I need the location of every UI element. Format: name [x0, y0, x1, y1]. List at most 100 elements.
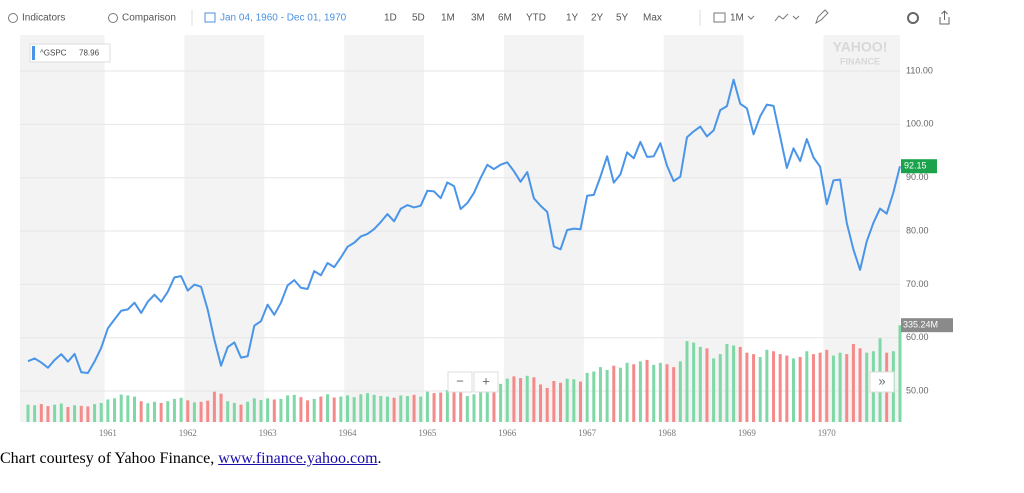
share-icon[interactable] [939, 10, 950, 25]
volume-tag [901, 318, 953, 333]
volume-bar [499, 383, 503, 422]
volume-bar [845, 354, 849, 422]
range-button[interactable]: 1D [384, 13, 397, 24]
y-tick-label: 50.00 [906, 385, 929, 395]
zoom-button[interactable]: + [482, 373, 490, 388]
chart: Indicators Comparison Jan 04, 1960 - Dec… [8, 9, 953, 438]
volume-bar [379, 396, 383, 422]
volume-bar [312, 398, 316, 422]
volume-bar [805, 351, 809, 422]
settings-icon[interactable] [907, 12, 919, 24]
volume-bar [632, 364, 636, 422]
volume-bar [652, 364, 656, 422]
volume-bar [346, 395, 350, 422]
draw-icon[interactable] [815, 9, 829, 25]
volume-bar [319, 396, 323, 422]
volume-bar [339, 396, 343, 422]
volume-bar [565, 378, 569, 422]
volume-bar [352, 397, 356, 422]
volume-bar [678, 361, 682, 422]
volume-bar [692, 342, 696, 422]
volume-bar [232, 402, 236, 422]
range-button[interactable]: 3M [471, 13, 485, 24]
interval-button[interactable]: 1M [730, 13, 744, 24]
range-button[interactable]: 1M [441, 13, 455, 24]
volume-bar [838, 352, 842, 422]
year-band [663, 35, 744, 422]
year-band [20, 35, 105, 422]
volume-bar [645, 359, 649, 422]
y-tick-label: 80.00 [906, 225, 929, 235]
range-button[interactable]: 5Y [616, 13, 629, 24]
volume-bar [532, 377, 536, 422]
y-tick-label: 90.00 [906, 172, 929, 182]
volume-bar [405, 396, 409, 422]
year-band [344, 35, 425, 422]
volume-bar [685, 341, 689, 422]
volume-bar [365, 393, 369, 422]
legend: ^GSPC 78.96 [29, 43, 111, 63]
volume-bar [512, 376, 516, 422]
volume-bar [698, 346, 702, 422]
volume-bar [785, 355, 789, 422]
volume-bar [798, 357, 802, 422]
x-tick-label: 1967 [578, 428, 597, 438]
volume-bar [738, 346, 742, 422]
volume-bar [392, 397, 396, 422]
volume-bar [732, 345, 736, 422]
indicators-button[interactable]: Indicators [22, 13, 65, 24]
volume-bar [419, 396, 423, 422]
date-range[interactable]: Jan 04, 1960 - Dec 01, 1970 [220, 13, 347, 24]
range-button[interactable]: 5D [412, 13, 425, 24]
volume-bar [399, 395, 403, 422]
volume-bar [525, 375, 529, 422]
volume-bar [46, 406, 50, 422]
volume-bar [385, 396, 389, 422]
volume-bar [865, 352, 869, 422]
watermark: FINANCE [840, 56, 880, 66]
volume-bar [772, 351, 776, 422]
volume-bar [306, 400, 310, 422]
chart-type-icon[interactable] [774, 13, 789, 22]
caption-link[interactable]: www.finance.yahoo.com [218, 450, 378, 467]
volume-bar [618, 367, 622, 422]
volume-bar [791, 358, 795, 422]
zoom-button-bg [447, 371, 473, 393]
comparison-button[interactable]: Comparison [122, 13, 176, 24]
volume-bar [485, 386, 489, 422]
volume-bar [179, 397, 183, 422]
volume-bar [53, 404, 57, 422]
caption-text: Chart courtesy of Yahoo Finance, [0, 450, 219, 467]
range-button[interactable]: 6M [498, 13, 512, 24]
plot-area: 50.00 60.00 70.00 80.00 90.00 100.00 110.00 YAH… [20, 35, 953, 438]
range-button[interactable]: Max [643, 13, 662, 24]
volume-bar [479, 390, 483, 422]
volume-bar [825, 349, 829, 422]
volume-bar [598, 367, 602, 422]
volume-bar [286, 395, 290, 422]
scroll-button[interactable]: » [878, 373, 885, 388]
volume-bar [638, 361, 642, 422]
y-tick-label: 100.00 [906, 119, 934, 129]
range-button[interactable]: 1Y [566, 13, 579, 24]
volume-bar [439, 392, 443, 422]
range-button[interactable]: 2Y [591, 13, 604, 24]
caption: Chart courtesy of Yahoo Finance, www.fin… [0, 450, 382, 468]
volume-bar [811, 354, 815, 422]
volume-bar [898, 325, 902, 422]
volume-bar [59, 403, 63, 422]
volume-bar [412, 394, 416, 422]
price-tag-label: 92.15 [904, 161, 927, 171]
volume-bar [126, 395, 130, 422]
volume-bar [86, 406, 90, 422]
volume-bar [239, 404, 243, 422]
volume-bar [146, 403, 150, 422]
range-button[interactable]: YTD [526, 13, 546, 24]
zoom-button[interactable]: − [456, 373, 464, 388]
volume-bar [818, 352, 822, 422]
volume-bar [492, 385, 496, 422]
scroll-button-bg [869, 371, 895, 393]
volume-bar [452, 391, 456, 422]
x-tick-label: 1965 [418, 428, 437, 438]
